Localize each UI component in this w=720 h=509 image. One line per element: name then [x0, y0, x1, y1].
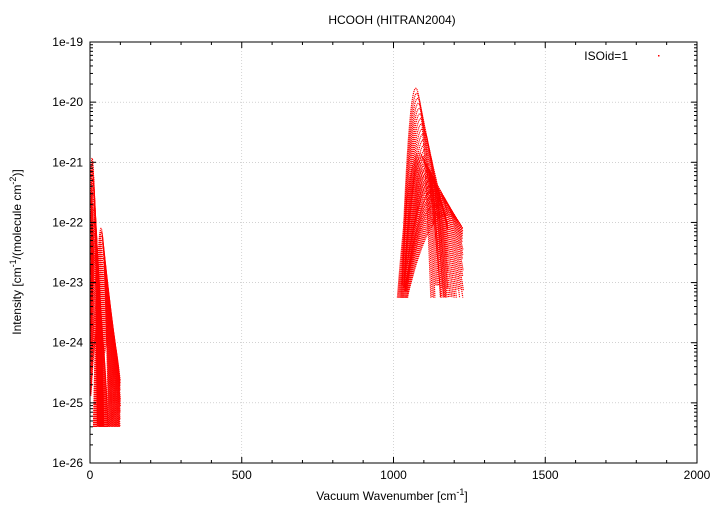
band-branch — [96, 327, 121, 427]
band-branch — [94, 275, 117, 427]
band-branch — [397, 158, 447, 298]
x-tick-label: 2000 — [684, 468, 711, 482]
y-axis-label-part: /(molecule cm — [10, 185, 24, 260]
y-tick-label: 1e-26 — [52, 456, 83, 470]
band-branch — [401, 102, 436, 298]
band-branch — [94, 272, 116, 427]
x-axis-label: Vacuum Wavenumber [cm-1] — [316, 487, 467, 503]
y-axis-label-part: )] — [10, 169, 24, 176]
band-branch — [95, 320, 121, 427]
grid — [90, 42, 697, 463]
x-tick-label: 500 — [232, 468, 252, 482]
x-axis-label-end: ] — [464, 489, 467, 503]
band-branch — [94, 287, 118, 427]
y-tick-label: 1e-22 — [52, 215, 83, 229]
band-branch — [94, 290, 119, 427]
band-branch — [402, 186, 464, 298]
band-branch — [402, 182, 464, 298]
y-tick-label: 1e-21 — [52, 155, 83, 169]
legend: ISOid=1 — [584, 49, 660, 63]
chart-title: HCOOH (HITRAN2004) — [328, 13, 455, 27]
band-branch — [401, 184, 464, 298]
band-3 — [396, 152, 464, 298]
y-tick-label: 1e-20 — [52, 95, 83, 109]
band-branch — [398, 163, 450, 298]
band-branch — [398, 165, 451, 298]
band-branch — [401, 92, 433, 298]
band-branch — [93, 257, 114, 427]
data-layer — [90, 87, 464, 427]
band-branch — [400, 87, 432, 298]
y-axis-label: Intensity [cm-1/(molecule cm-2)] — [8, 169, 24, 334]
y-axis-label-part: -2 — [8, 177, 18, 185]
band-branch — [405, 207, 464, 298]
legend-symbol — [658, 55, 660, 57]
band-branch — [403, 192, 464, 298]
band-branch — [404, 197, 463, 298]
y-tick-label: 1e-19 — [52, 35, 83, 49]
x-axis-label-main: Vacuum Wavenumber [cm — [316, 489, 456, 503]
x-tick-label: 0 — [87, 468, 94, 482]
band-branch — [400, 97, 435, 298]
band-branch — [93, 249, 113, 427]
band-branch — [401, 107, 437, 298]
x-axis-label-sup: -1 — [456, 487, 464, 497]
band-branch — [401, 180, 461, 298]
band-branch — [406, 209, 464, 298]
band-branch — [94, 268, 116, 427]
y-axis-label-part: -1 — [8, 259, 18, 267]
band-branch — [397, 156, 445, 298]
x-tick-label: 1000 — [380, 468, 407, 482]
band-branch — [96, 335, 121, 427]
band-branch — [404, 201, 464, 298]
band-branch — [90, 309, 108, 427]
band-branch — [400, 175, 458, 298]
legend-label: ISOid=1 — [584, 49, 628, 63]
x-tick-label: 1500 — [532, 468, 559, 482]
band-branch — [404, 153, 449, 298]
y-tick-label: 1e-23 — [52, 276, 83, 290]
band-branch — [400, 177, 461, 298]
y-axis-label-part: Intensity [cm — [10, 267, 24, 334]
y-tick-label: 1e-24 — [52, 336, 83, 350]
band-1 — [92, 227, 121, 427]
band-branch — [400, 173, 458, 298]
band-branch — [405, 199, 463, 292]
band-branch — [407, 211, 464, 293]
band-branch — [399, 169, 454, 298]
band-branch — [406, 213, 464, 298]
tick-labels: 0 500 1000 1500 2000 1e-26 1e-25 1e-24 1e-23 1e-2… — [52, 35, 710, 482]
band-branch — [404, 190, 464, 291]
band-branch — [399, 171, 456, 298]
band-branch — [399, 167, 453, 298]
ticks — [89, 41, 698, 464]
y-tick-label: 1e-25 — [52, 396, 83, 410]
